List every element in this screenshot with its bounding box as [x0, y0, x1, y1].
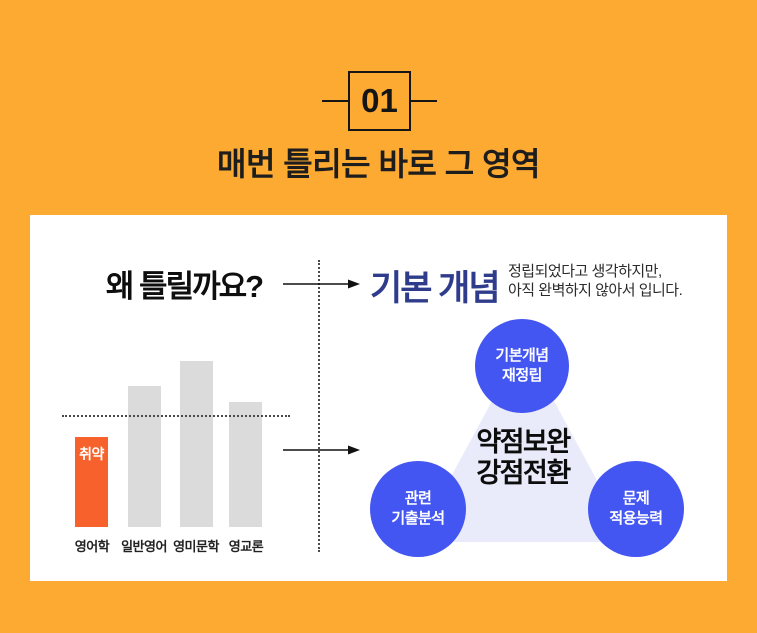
bar-yeonggyoron [229, 402, 262, 527]
badge-right-line [411, 100, 437, 102]
diagram-center-text: 약점보완 강점전환 [423, 427, 623, 489]
node-label-line2: 기출분석 [391, 510, 445, 527]
right-description-line1: 정립되었다고 생각하지만, [508, 263, 662, 280]
content-card: 왜 틀릴까요? 취약 영어학 일반영어 영미문학 영교론 기본 개념 정립되었다… [30, 215, 727, 581]
badge-number: 01 [361, 82, 398, 119]
node-label-line1: 문제 [622, 490, 650, 507]
bar-yeongeohak: 취약 [75, 437, 108, 527]
node-circle-problem-application: 문제 적용능력 [588, 461, 684, 557]
bar-label: 영미문학 [173, 539, 219, 554]
bar-label: 영교론 [228, 539, 264, 554]
left-heading: 왜 틀릴까요? [105, 269, 264, 304]
section-number-badge: 01 [0, 71, 757, 131]
bar-ilban-yeongeo [128, 386, 161, 527]
bar-chart: 취약 영어학 일반영어 영미문학 영교론 [60, 355, 300, 554]
badge-left-line [322, 100, 348, 102]
node-label-line2: 적용능력 [609, 510, 663, 527]
right-description: 정립되었다고 생각하지만, 아직 완벽하지 않아서 입니다. [508, 262, 683, 300]
bar-yeongmi-munhak [180, 361, 213, 527]
center-text-line2: 강점전환 [476, 458, 571, 488]
node-circle-past-exam-analysis: 관련 기출분석 [370, 461, 466, 557]
right-heading: 기본 개념 [370, 269, 501, 308]
bar-label: 영어학 [74, 539, 110, 554]
threshold-dotted-line [62, 415, 290, 417]
arrow-right-icon [283, 279, 360, 289]
vertical-dotted-divider [318, 260, 320, 552]
right-description-line2: 아직 완벽하지 않아서 입니다. [508, 282, 683, 299]
triangle-shape [423, 356, 623, 542]
center-text-line1: 약점보완 [476, 427, 571, 457]
page-title: 매번 틀리는 바로 그 영역 [217, 146, 540, 182]
node-label-line1: 관련 [404, 490, 432, 507]
bar-label: 일반영어 [121, 539, 167, 554]
weak-badge: 취약 [79, 446, 104, 462]
node-circle-basic-concept: 기본개념 재정립 [475, 319, 569, 413]
arrow-right-icon [283, 445, 360, 455]
badge-box: 01 [348, 71, 411, 131]
node-label-line1: 기본개념 [495, 347, 549, 364]
node-label-line2: 재정립 [502, 367, 542, 384]
